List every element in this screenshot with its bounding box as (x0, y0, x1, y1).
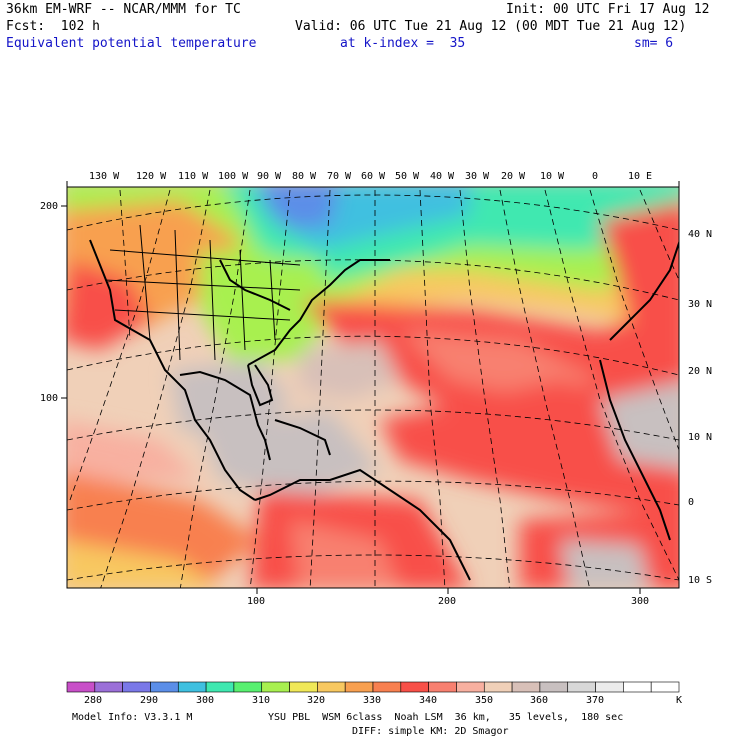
lat-label: 10 N (688, 432, 713, 443)
model-info: Model Info: V3.3.1 M (72, 712, 193, 723)
colorbar-swatch (317, 681, 346, 693)
colorbar-swatch (122, 681, 151, 693)
colorbar-swatch (150, 681, 179, 693)
colorbar-label: 300 (196, 695, 215, 706)
colorbar-swatch (344, 681, 374, 693)
lon-label: 100 W (218, 171, 249, 182)
field-name: Equivalent potential temperature (6, 36, 257, 51)
colorbar-label: 310 (252, 695, 271, 706)
colorbar-swatch (567, 681, 596, 693)
colorbar-swatch (511, 681, 541, 693)
colorbar-unit: K (676, 695, 683, 706)
smoothing: sm= 6 (634, 36, 674, 51)
frame-ticks (61, 181, 680, 594)
colorbar-label: 340 (419, 695, 438, 706)
colorbar-label: 280 (84, 695, 103, 706)
coastlines (89, 239, 679, 581)
colorbar-swatch (456, 681, 485, 693)
lon-label: 110 W (178, 171, 209, 182)
colorbar-label: 320 (307, 695, 326, 706)
lon-label: 10 W (540, 171, 565, 182)
model-title: 36km EM-WRF -- NCAR/MMM for TC (6, 2, 241, 17)
colorbar-swatch (94, 681, 123, 693)
grid-y-tick: 100 (40, 393, 59, 404)
colorbar-label: 360 (530, 695, 549, 706)
lon-label: 70 W (327, 171, 352, 182)
lat-label: 10 S (688, 575, 713, 586)
colorbar-swatch (428, 681, 457, 693)
colorbar-swatch (177, 681, 207, 693)
lon-label: 120 W (136, 171, 167, 182)
colorbar-label: 330 (363, 695, 382, 706)
grid-x-tick: 300 (631, 596, 650, 607)
colorbar-swatch (289, 681, 318, 693)
lon-label: 130 W (89, 171, 120, 182)
colorbar-label: 290 (140, 695, 159, 706)
colorbar-swatch (205, 681, 235, 693)
lon-label: 0 (592, 171, 599, 182)
lat-label: 30 N (688, 299, 713, 310)
lon-label: 20 W (501, 171, 526, 182)
lon-label: 90 W (257, 171, 282, 182)
colorbar-swatch (650, 681, 680, 693)
colorbar (66, 681, 680, 693)
colorbar-swatch (233, 681, 263, 693)
colorbar-swatch (539, 681, 569, 693)
lat-label: 20 N (688, 366, 713, 377)
init-time: Init: 00 UTC Fri 17 Aug 12 (506, 2, 710, 17)
colorbar-swatch (595, 681, 624, 693)
colorbar-swatch (372, 681, 402, 693)
lon-label: 60 W (361, 171, 386, 182)
graticule (67, 189, 679, 588)
colorbar-swatch (483, 681, 513, 693)
grid-x-tick: 100 (247, 596, 266, 607)
lon-label: 10 E (628, 171, 653, 182)
valid-time: Valid: 06 UTC Tue 21 Aug 12 (00 MDT Tue … (295, 19, 687, 34)
theta-e-field (67, 187, 679, 588)
colorbar-label: 350 (475, 695, 494, 706)
lat-label: 0 (688, 497, 695, 508)
grid-x-tick: 200 (438, 596, 457, 607)
colorbar-swatch (66, 681, 96, 693)
map-frame (66, 186, 680, 589)
forecast-hour: Fcst: 102 h (6, 19, 100, 34)
lon-label: 80 W (292, 171, 317, 182)
physics-info: YSU PBL WSM 6class Noah LSM 36 km, 35 le… (268, 712, 624, 723)
lon-label: 30 W (465, 171, 490, 182)
lon-label: 50 W (395, 171, 420, 182)
colorbar-swatch (261, 681, 290, 693)
colorbar-label: 370 (586, 695, 605, 706)
physics-info-2: DIFF: simple KM: 2D Smagor (352, 726, 509, 737)
grid-y-tick: 200 (40, 201, 59, 212)
colorbar-swatch (623, 681, 652, 693)
lon-label: 40 W (430, 171, 455, 182)
colorbar-swatch (400, 681, 429, 693)
lat-label: 40 N (688, 229, 713, 240)
level-index: at k-index = 35 (340, 36, 466, 51)
